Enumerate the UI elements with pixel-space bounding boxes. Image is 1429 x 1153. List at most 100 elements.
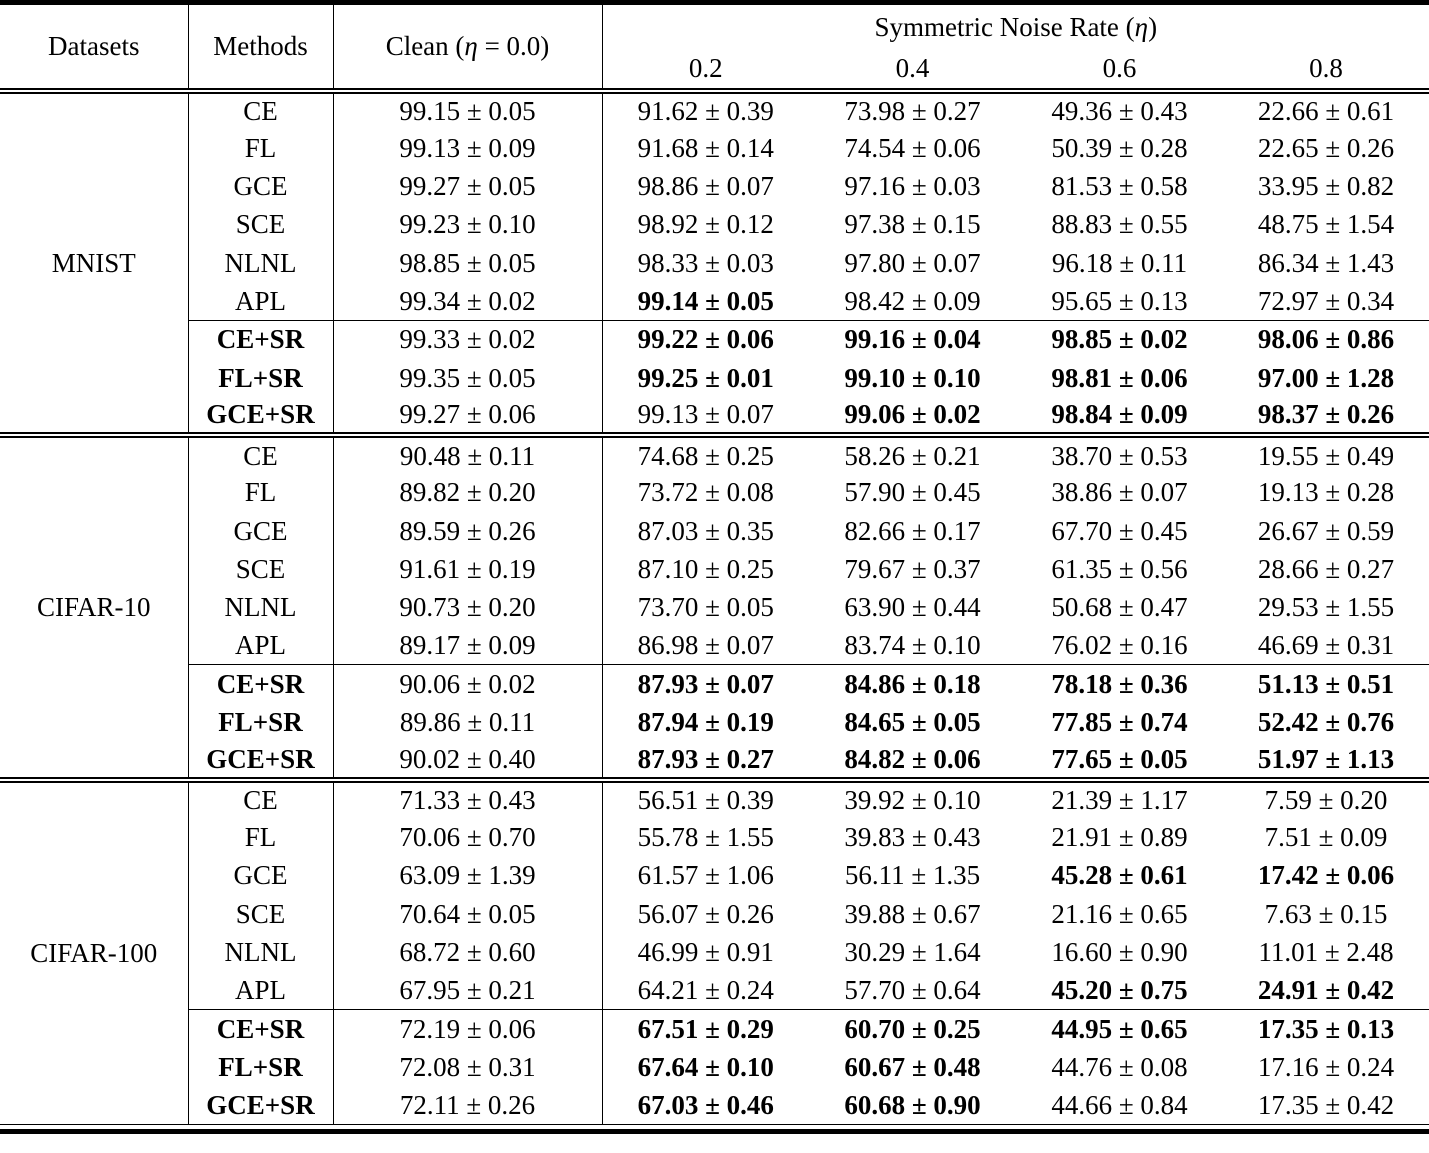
accuracy-cell-rate-0.4: 99.16 ± 0.04 [809,319,1016,359]
accuracy-cell-rate-0.4: 84.65 ± 0.05 [844,707,981,738]
accuracy-cell-rate-0.4: 56.11 ± 1.35 [844,860,981,891]
method-label: FL [188,818,334,857]
accuracy-cell-rate-0.8: 7.63 ± 0.15 [1264,898,1388,929]
method-label: GCE+SR [188,741,334,780]
accuracy-cell-rate-0.4: 73.98 ± 0.27 [844,95,981,126]
table-row: FL+SR 89.86 ± 0.11 87.94 ± 0.19 84.65 ± 0.0… [0,703,1429,742]
accuracy-cell-rate-0.2: 87.93 ± 0.27 [637,744,774,774]
clean-accuracy-cell: 89.82 ± 0.20 [333,473,603,512]
accuracy-cell-rate-0.6: 44.76 ± 0.08 [1051,1051,1188,1082]
dataset-label: CIFAR-100 [0,776,189,1125]
accuracy-cell-rate-0.8: 7.59 ± 0.20 [1223,776,1429,819]
accuracy-cell-rate-0.8: 17.35 ± 0.13 [1223,1009,1429,1048]
column-header-rate-0.8: 0.8 [1223,49,1429,94]
accuracy-cell-rate-0.2: 73.72 ± 0.08 [637,477,774,508]
method-label: SCE [188,894,334,934]
eta-symbol: η [1134,12,1149,43]
accuracy-cell-rate-0.4: 82.66 ± 0.17 [844,515,981,546]
accuracy-cell-rate-0.4: 83.74 ± 0.10 [844,630,981,661]
table-row: GCE 63.09 ± 1.39 61.57 ± 1.06 56.11 ± 1.35 4… [0,856,1429,895]
accuracy-cell-rate-0.6: 38.86 ± 0.07 [1051,477,1188,508]
accuracy-cell-rate-0.6: 96.18 ± 0.11 [1051,247,1188,278]
method-label: SCE [188,205,334,244]
accuracy-cell-rate-0.6: 98.81 ± 0.06 [1051,362,1188,393]
column-header-noise-group: Symmetric Noise Rate (η) [602,3,1429,50]
clean-accuracy-cell: 99.13 ± 0.09 [333,128,603,168]
accuracy-cell-rate-0.6: 49.36 ± 0.43 [1051,95,1188,126]
table-row: CIFAR-10 CE 90.48 ± 0.11 74.68 ± 0.25 58.26 … [0,432,1429,780]
clean-accuracy-cell: 70.06 ± 0.70 [333,818,603,857]
accuracy-cell-rate-0.2: 56.07 ± 0.26 [637,898,774,929]
table-row: GCE 89.59 ± 0.26 87.03 ± 0.35 82.66 ± 0.17 6… [0,511,1429,551]
clean-accuracy-cell: 98.85 ± 0.05 [333,243,603,282]
accuracy-cell-rate-0.2: 87.93 ± 0.07 [602,664,809,704]
table-row: APL 89.17 ± 0.09 86.98 ± 0.07 83.74 ± 0.10 7… [0,626,1429,665]
dataset-label: CIFAR-10 [0,432,189,780]
table-row: SCE 91.61 ± 0.19 87.10 ± 0.25 79.67 ± 0.37 6… [0,550,1429,589]
clean-accuracy-cell: 99.27 ± 0.06 [333,396,603,436]
method-label: NLNL [188,243,334,282]
method-label: GCE [188,167,334,206]
accuracy-cell-rate-0.4: 97.16 ± 0.03 [844,171,981,202]
accuracy-cell-rate-0.8: 19.13 ± 0.28 [1257,477,1395,508]
accuracy-cell-rate-0.2: 87.03 ± 0.35 [637,515,774,546]
accuracy-cell-rate-0.2: 61.57 ± 1.06 [637,860,774,891]
column-header-methods: Methods [188,2,334,94]
table-row: NLNL 98.85 ± 0.05 98.33 ± 0.03 97.80 ± 0.07… [0,243,1429,282]
table-bottom-rule [0,1129,1429,1135]
accuracy-cell-rate-0.6: 98.85 ± 0.02 [1016,319,1223,359]
eta-symbol: η [464,31,478,62]
accuracy-cell-rate-0.6: 95.65 ± 0.13 [1051,285,1188,316]
clean-accuracy-cell: 70.64 ± 0.05 [333,894,603,934]
accuracy-cell-rate-0.6: 76.02 ± 0.16 [1051,630,1188,661]
accuracy-cell-rate-0.6: 50.39 ± 0.28 [1051,132,1188,163]
clean-accuracy-cell: 89.59 ± 0.26 [333,511,603,551]
clean-accuracy-cell: 67.95 ± 0.21 [333,971,603,1010]
method-label: CE+SR [188,319,334,359]
method-label: APL [188,281,334,321]
noise-group-label-suffix: ) [1148,12,1158,43]
column-header-rate-0.6: 0.6 [1016,49,1223,94]
method-label: SCE [188,550,334,589]
accuracy-cell-rate-0.8: 97.00 ± 1.28 [1257,362,1395,393]
table-header: Datasets Methods Clean (η = 0.0) Symmetr… [0,2,1429,94]
accuracy-cell-rate-0.2: 91.62 ± 0.39 [637,95,774,126]
method-label: GCE+SR [188,1086,334,1125]
clean-accuracy-cell: 90.02 ± 0.40 [333,741,603,780]
accuracy-cell-rate-0.8: 22.66 ± 0.61 [1257,95,1395,126]
table-row: CE+SR 99.33 ± 0.02 99.22 ± 0.06 99.16 ± 0.0… [0,319,1429,359]
accuracy-cell-rate-0.8: 33.95 ± 0.82 [1257,171,1395,202]
accuracy-cell-rate-0.6: 44.95 ± 0.65 [1016,1009,1223,1048]
table-row: NLNL 90.73 ± 0.20 73.70 ± 0.05 63.90 ± 0.44… [0,588,1429,627]
accuracy-cell-rate-0.8: 48.75 ± 1.54 [1257,209,1395,240]
accuracy-cell-rate-0.4: 84.86 ± 0.18 [809,664,1016,704]
accuracy-cell-rate-0.4: 57.70 ± 0.64 [844,975,981,1006]
clean-accuracy-cell: 99.15 ± 0.05 [333,90,603,129]
accuracy-cell-rate-0.6: 98.84 ± 0.09 [1051,399,1188,430]
clean-accuracy-cell: 68.72 ± 0.60 [333,933,603,972]
method-label: FL [188,473,334,512]
accuracy-cell-rate-0.6: 21.39 ± 1.17 [1016,776,1223,819]
table-row: CE+SR 90.06 ± 0.02 87.93 ± 0.07 84.86 ± 0.1… [0,664,1429,704]
accuracy-cell-rate-0.2: 67.51 ± 0.29 [602,1009,809,1048]
accuracy-cell-rate-0.8: 7.51 ± 0.09 [1264,822,1388,853]
clean-accuracy-cell: 90.48 ± 0.11 [333,432,603,474]
accuracy-cell-rate-0.8: 98.06 ± 0.86 [1223,319,1429,359]
accuracy-cell-rate-0.6: 78.18 ± 0.36 [1016,664,1223,704]
table-row: CE+SR 72.19 ± 0.06 67.51 ± 0.29 60.70 ± 0.2… [0,1009,1429,1048]
accuracy-cell-rate-0.8: 72.97 ± 0.34 [1257,285,1395,316]
accuracy-cell-rate-0.2: 98.33 ± 0.03 [637,247,774,278]
accuracy-cell-rate-0.2: 91.68 ± 0.14 [637,132,774,163]
accuracy-cell-rate-0.6: 88.83 ± 0.55 [1051,209,1188,240]
accuracy-cell-rate-0.2: 98.92 ± 0.12 [637,209,774,240]
dataset-label: MNIST [0,90,189,436]
method-label: GCE [188,856,334,895]
accuracy-cell-rate-0.8: 51.97 ± 1.13 [1257,744,1395,774]
accuracy-cell-rate-0.6: 67.70 ± 0.45 [1051,515,1188,546]
accuracy-cell-rate-0.2: 56.51 ± 0.39 [602,776,809,819]
table-row: GCE 99.27 ± 0.05 98.86 ± 0.07 97.16 ± 0.03 8… [0,167,1429,206]
accuracy-cell-rate-0.8: 98.37 ± 0.26 [1257,399,1395,430]
clean-accuracy-cell: 99.23 ± 0.10 [333,205,603,244]
accuracy-cell-rate-0.8: 46.69 ± 0.31 [1257,630,1395,661]
table-row: GCE+SR 90.02 ± 0.40 87.93 ± 0.27 84.82 ± 0.… [0,741,1429,780]
